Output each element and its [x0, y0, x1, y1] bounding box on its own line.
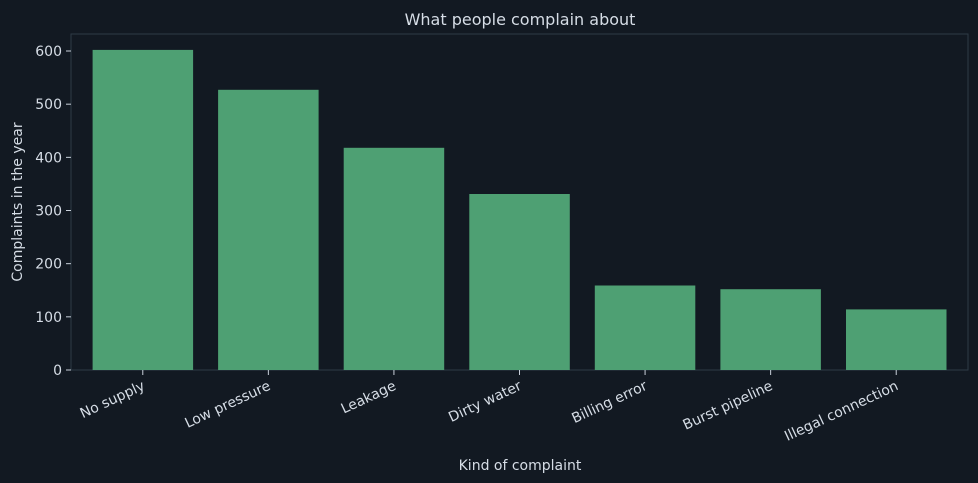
bar-illegal-connection	[846, 309, 947, 370]
y-tick-label: 200	[35, 257, 62, 273]
bars-group	[92, 49, 947, 371]
bar-leakage	[343, 147, 445, 370]
y-tick-label: 500	[35, 97, 62, 113]
chart-title: What people complain about	[405, 10, 636, 29]
bar-billing-error	[594, 285, 696, 370]
bar-burst-pipeline	[720, 289, 821, 370]
y-tick-label: 100	[35, 310, 62, 326]
bar-low-pressure	[218, 89, 319, 371]
x-axis-label: Kind of complaint	[459, 458, 582, 474]
y-axis: 0 100 200 300 400 500 600	[35, 44, 71, 379]
y-tick-label: 600	[35, 44, 62, 60]
y-axis-label: Complaints in the year	[10, 122, 26, 281]
y-tick-label: 400	[35, 150, 62, 166]
y-tick-label: 300	[35, 204, 62, 220]
y-tick-label: 0	[53, 363, 62, 379]
bar-dirty-water	[469, 194, 570, 370]
bar-no-supply	[92, 49, 194, 371]
